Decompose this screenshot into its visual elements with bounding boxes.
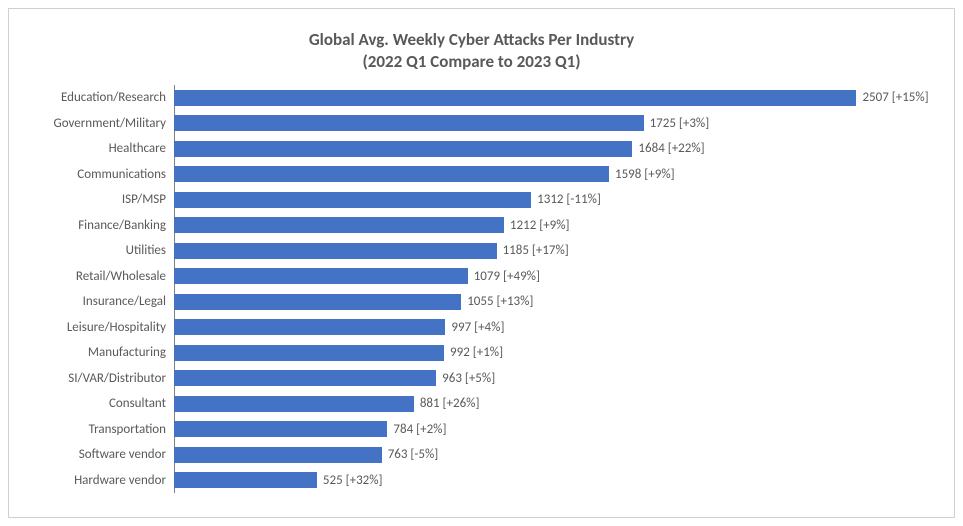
bar-value: 1312 [-11%] bbox=[531, 192, 601, 207]
bar bbox=[174, 115, 644, 131]
bar-row: Government/Military1725 [+3%] bbox=[174, 111, 909, 136]
bar-row: Utilities1185 [+17%] bbox=[174, 238, 909, 263]
bar-value: 1684 [+22%] bbox=[632, 141, 704, 156]
bar-row: Insurance/Legal1055 [+13%] bbox=[174, 289, 909, 314]
bar-row: Hardware vendor525 [+32%] bbox=[174, 468, 909, 493]
bar-row: Finance/Banking1212 [+9%] bbox=[174, 213, 909, 238]
bar-label: SI/VAR/Distributor bbox=[24, 371, 174, 386]
bar-value: 1598 [+9%] bbox=[609, 167, 675, 182]
bar-label: Government/Military bbox=[24, 116, 174, 131]
chart-title-line1: Global Avg. Weekly Cyber Attacks Per Ind… bbox=[309, 29, 634, 50]
bar-label: Manufacturing bbox=[24, 345, 174, 360]
bar-label: Healthcare bbox=[24, 141, 174, 156]
bar-value: 1079 [+49%] bbox=[468, 269, 540, 284]
bar-value: 963 [+5%] bbox=[436, 371, 495, 386]
bar-label: Leisure/Hospitality bbox=[24, 320, 174, 335]
bar-label: Retail/Wholesale bbox=[24, 269, 174, 284]
bar-label: Utilities bbox=[24, 243, 174, 258]
bar-row: ISP/MSP1312 [-11%] bbox=[174, 187, 909, 212]
bar-value: 997 [+4%] bbox=[445, 320, 504, 335]
bar bbox=[174, 447, 382, 463]
bar-row: Retail/Wholesale1079 [+49%] bbox=[174, 264, 909, 289]
bar bbox=[174, 421, 387, 437]
bar-row: Leisure/Hospitality997 [+4%] bbox=[174, 315, 909, 340]
bar-label: Hardware vendor bbox=[24, 473, 174, 488]
bar-label: Education/Research bbox=[24, 90, 174, 105]
bar-row: Education/Research2507 [+15%] bbox=[174, 85, 909, 110]
bar bbox=[174, 141, 632, 157]
chart-title-line2: (2022 Q1 Compare to 2023 Q1) bbox=[19, 51, 924, 73]
bar-value: 763 [-5%] bbox=[382, 447, 439, 462]
bar-row: Communications1598 [+9%] bbox=[174, 162, 909, 187]
bar-row: SI/VAR/Distributor963 [+5%] bbox=[174, 366, 909, 391]
bar-label: Communications bbox=[24, 167, 174, 182]
bar-value: 1725 [+3%] bbox=[644, 116, 710, 131]
bar bbox=[174, 90, 856, 106]
bar-label: Consultant bbox=[24, 396, 174, 411]
bar-value: 525 [+32%] bbox=[317, 473, 383, 488]
bar-value: 784 [+2%] bbox=[387, 422, 446, 437]
bar-row: Software vendor763 [-5%] bbox=[174, 442, 909, 467]
bar bbox=[174, 370, 436, 386]
bar-row: Healthcare1684 [+22%] bbox=[174, 136, 909, 161]
bar-rows: Education/Research2507 [+15%]Government/… bbox=[174, 85, 909, 493]
bar-row: Consultant881 [+26%] bbox=[174, 391, 909, 416]
bar bbox=[174, 319, 445, 335]
bar-row: Transportation784 [+2%] bbox=[174, 417, 909, 442]
bar bbox=[174, 268, 468, 284]
bar-label: Finance/Banking bbox=[24, 218, 174, 233]
bar bbox=[174, 345, 444, 361]
bar-value: 992 [+1%] bbox=[444, 345, 503, 360]
bar-row: Manufacturing992 [+1%] bbox=[174, 340, 909, 365]
bar-label: ISP/MSP bbox=[24, 192, 174, 207]
bar bbox=[174, 294, 461, 310]
chart-body: Education/Research2507 [+15%]Government/… bbox=[174, 85, 909, 493]
bar bbox=[174, 166, 609, 182]
bar bbox=[174, 472, 317, 488]
bar-value: 1212 [+9%] bbox=[504, 218, 570, 233]
bar-value: 1055 [+13%] bbox=[461, 294, 533, 309]
chart-container: Global Avg. Weekly Cyber Attacks Per Ind… bbox=[8, 8, 955, 518]
bar-value: 2507 [+15%] bbox=[856, 90, 928, 105]
bar-value: 881 [+26%] bbox=[414, 396, 480, 411]
bar bbox=[174, 217, 504, 233]
bar bbox=[174, 396, 414, 412]
bar-label: Transportation bbox=[24, 422, 174, 437]
bar bbox=[174, 192, 531, 208]
bar-label: Software vendor bbox=[24, 447, 174, 462]
bar-value: 1185 [+17%] bbox=[497, 243, 569, 258]
bar-label: Insurance/Legal bbox=[24, 294, 174, 309]
chart-title: Global Avg. Weekly Cyber Attacks Per Ind… bbox=[19, 29, 924, 73]
bar bbox=[174, 243, 497, 259]
